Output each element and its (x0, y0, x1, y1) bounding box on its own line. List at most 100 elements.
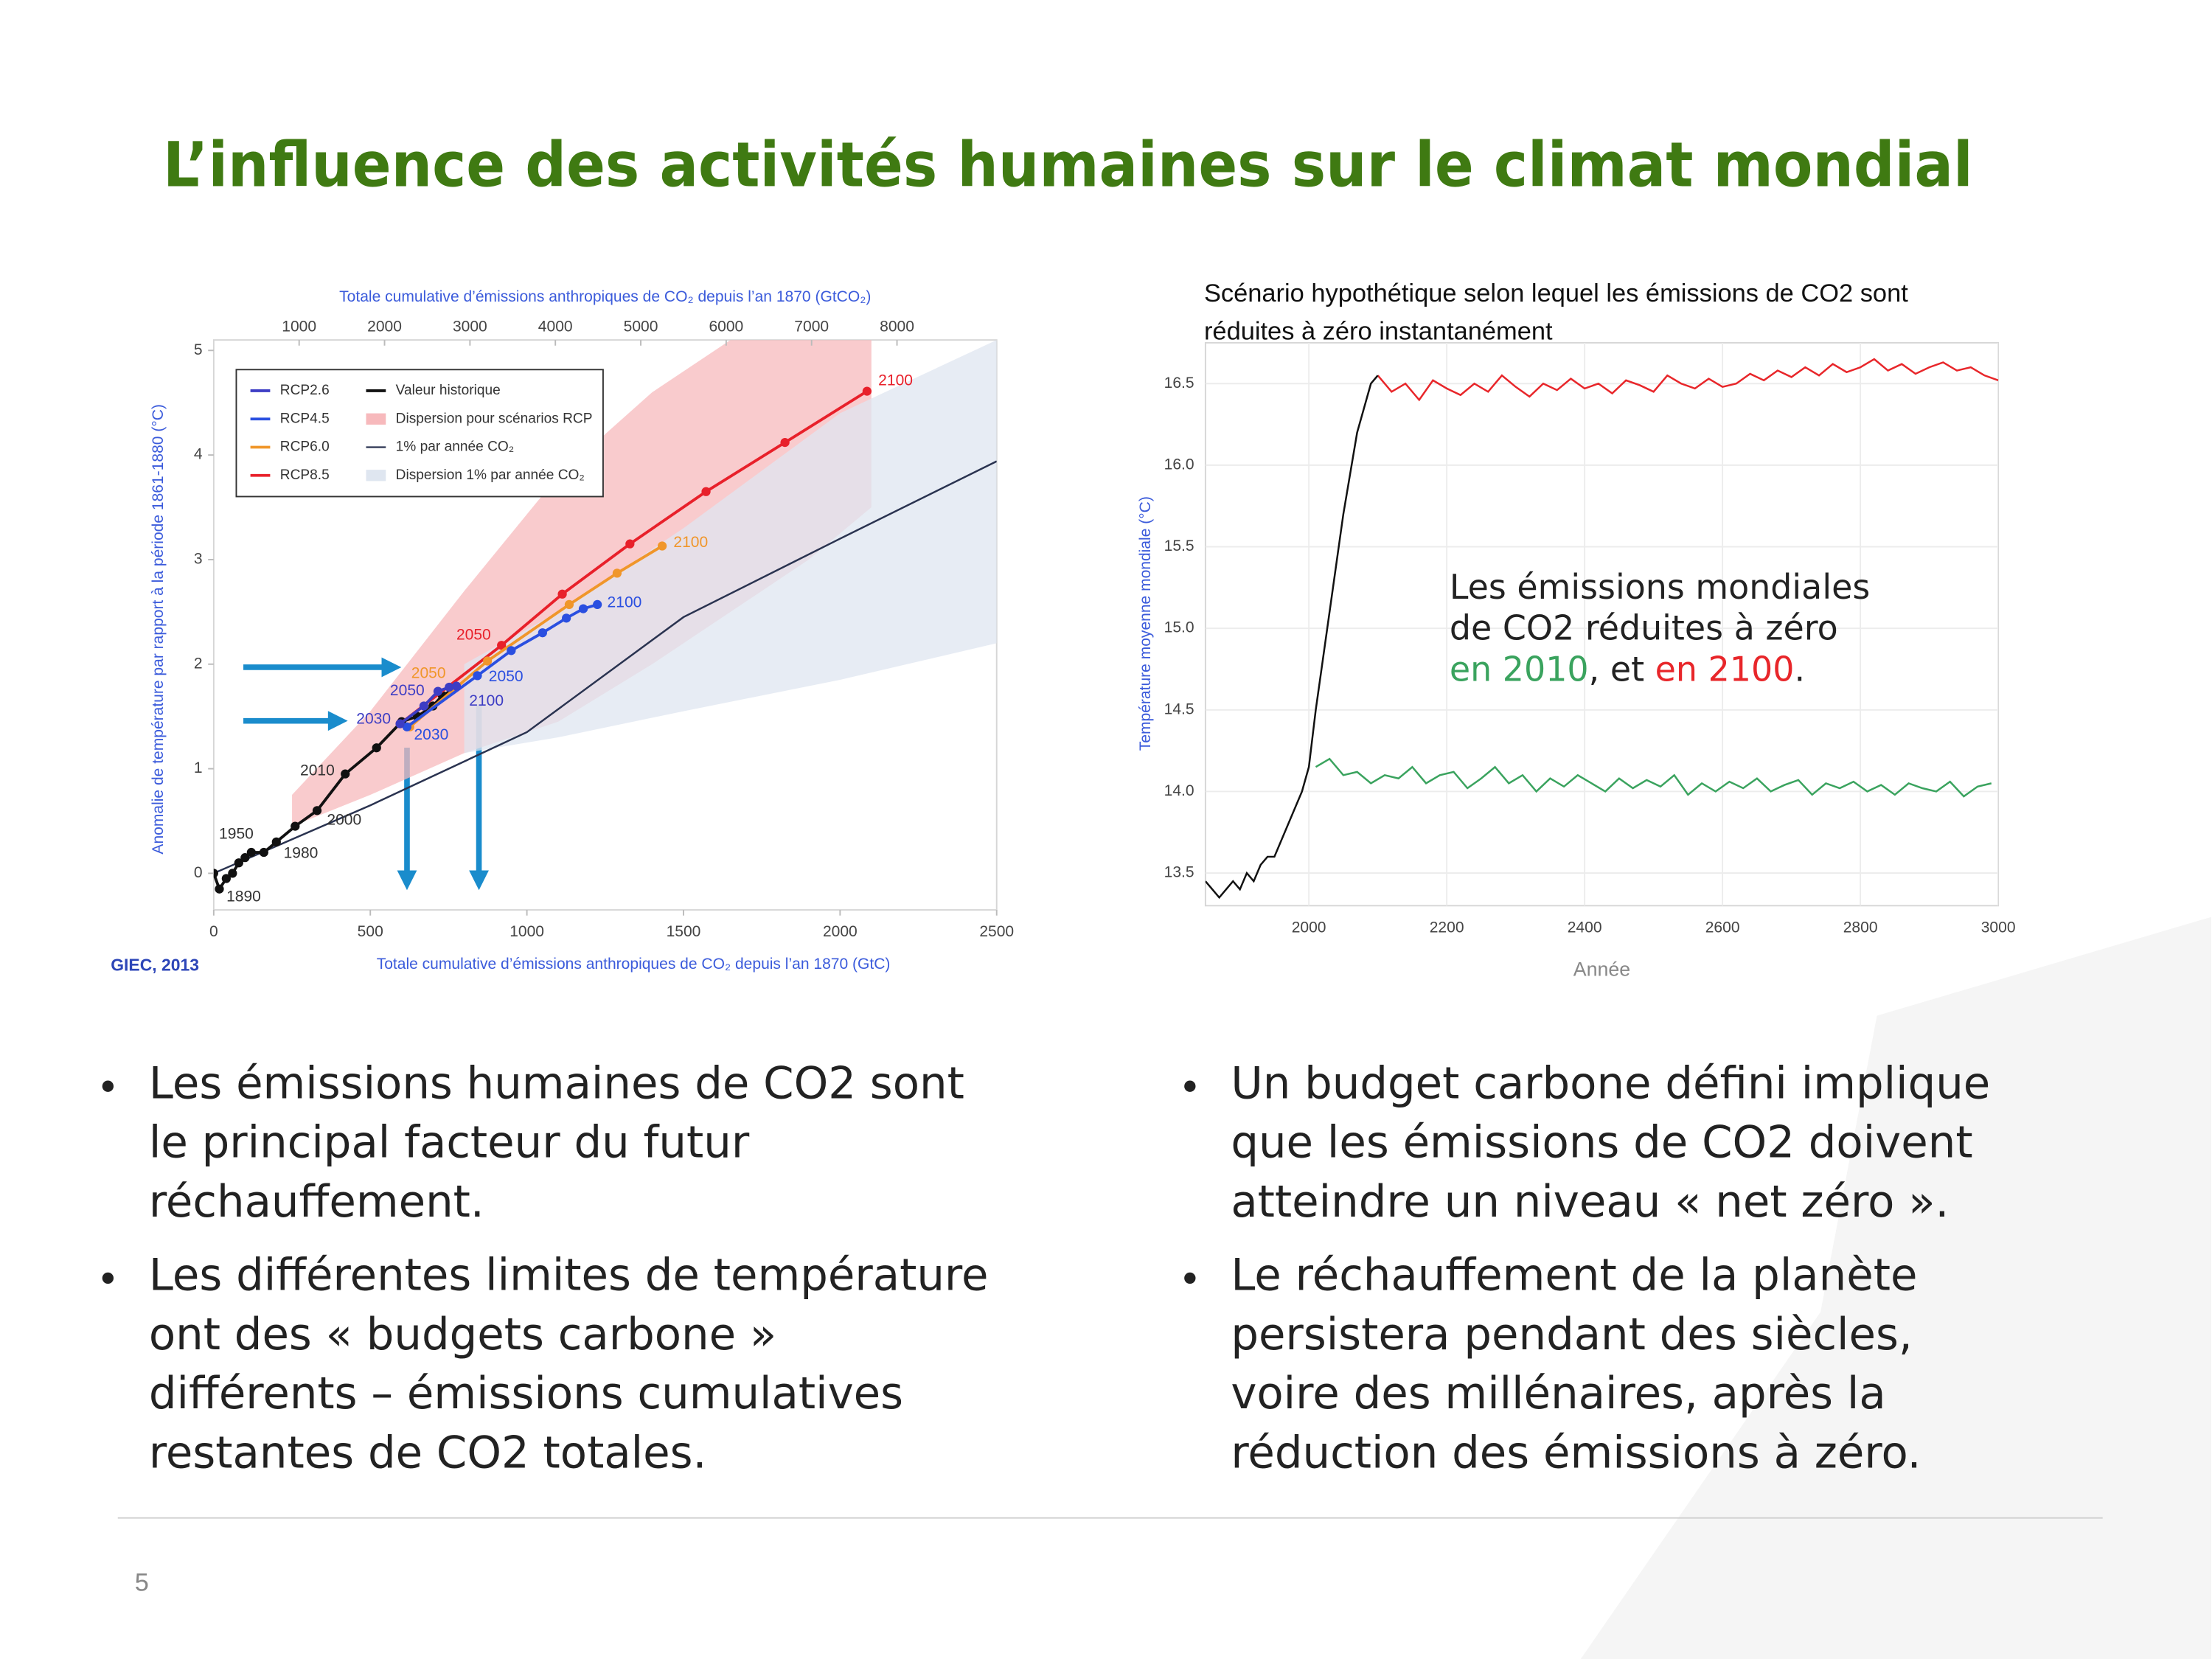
legend-label: RCP6.0 (280, 439, 330, 455)
x2-tick-label: 2000 (367, 318, 402, 335)
data-point (473, 671, 482, 681)
annotation: de CO2 réduites à zéro (1450, 608, 1838, 648)
x2-tick-label: 4000 (538, 318, 573, 335)
data-point (445, 682, 454, 692)
annotation: Les émissions mondiales (1450, 567, 1870, 607)
bullet-text: Les émissions humaines de CO2 sont (149, 1057, 964, 1108)
chart-title: Scénario hypothétique selon lequel les é… (1204, 279, 1908, 307)
point-label: 2000 (327, 811, 361, 828)
point-label: 1950 (219, 826, 254, 843)
point-label: 1980 (284, 845, 319, 862)
legend-label: Valeur historique (396, 383, 501, 398)
x-tick-label: 2000 (1292, 919, 1326, 936)
y-tick-label: 4 (194, 446, 203, 463)
bullet-text: Les différentes limites de température (149, 1250, 989, 1301)
data-point (482, 656, 493, 666)
chart-title: réduites à zéro instantanément (1204, 318, 1553, 346)
data-point (578, 604, 588, 613)
page-number: 5 (135, 1569, 149, 1597)
x-tick-label: 2400 (1568, 919, 1602, 936)
point-label: 2050 (489, 668, 524, 685)
point-label: 2010 (300, 762, 335, 779)
point-label: 2050 (456, 626, 491, 643)
series-line (1377, 358, 1999, 402)
annotation-part: , et (1589, 649, 1655, 689)
legend-label: Dispersion pour scénarios RCP (396, 411, 593, 426)
data-point (507, 646, 516, 655)
x2-tick-label: 7000 (794, 318, 829, 335)
bullet-text: voire des millénaires, après la (1231, 1368, 1885, 1419)
x-tick-label: 0 (209, 923, 218, 940)
chart: 0 1 2 3 4 5 0 500 1000 1500 2000 2500 1000 2000 3000 40… (111, 288, 1014, 974)
source: GIEC, 2013 (111, 956, 199, 975)
point-label: 1890 (226, 888, 261, 905)
bullet-text: persistera pendant des siècles, (1231, 1309, 1912, 1360)
y-tick-label: 3 (194, 550, 203, 567)
bullet-text: le principal facteur du futur (149, 1117, 750, 1168)
y-axis-title: Température moyenne mondiale (°C) (1137, 496, 1154, 751)
background-shape (1580, 917, 2212, 1659)
y-axis-title: Anomalie de température par rapport à la… (150, 404, 167, 855)
data-point (259, 847, 268, 858)
legend-label: RCP8.5 (280, 467, 330, 483)
x2-axis-title: Totale cumulative d’émissions anthropiqu… (339, 288, 871, 305)
annotation-part: en 2100 (1655, 649, 1795, 689)
legend-label: 1% par année CO₂ (396, 439, 515, 455)
band (464, 340, 997, 754)
bullet-text: Le réchauffement de la planète (1231, 1250, 1917, 1301)
bullet-text: réchauffement. (149, 1176, 484, 1227)
series-line (213, 460, 997, 874)
bullet-dot (102, 1080, 114, 1092)
y-tick-label: 14.0 (1164, 782, 1194, 799)
legend-label: RCP4.5 (280, 411, 330, 426)
data-point (561, 613, 571, 623)
y-tick-label: 16.0 (1164, 456, 1194, 473)
data-point (862, 386, 872, 396)
x-tick-label: 2600 (1705, 919, 1740, 936)
series-line (1315, 757, 1992, 798)
bullet-dot (1184, 1272, 1196, 1284)
data-point (701, 487, 711, 496)
data-point (395, 719, 405, 728)
y-tick-label: 13.5 (1164, 864, 1194, 881)
annotation: en 2010, et en 2100. (1450, 649, 1805, 689)
bullet-dot (1184, 1080, 1196, 1092)
x-tick-label: 3000 (1981, 919, 2016, 936)
point-label: 2030 (414, 726, 448, 743)
data-point (433, 686, 443, 696)
data-point (312, 806, 322, 815)
point-label: 2100 (673, 534, 708, 551)
data-point (372, 743, 381, 753)
x2-tick-label: 3000 (453, 318, 487, 335)
y-tick-label: 15.0 (1164, 619, 1194, 636)
plot-area (1205, 342, 1999, 906)
plot-area (213, 340, 997, 894)
y-tick-label: 15.5 (1164, 538, 1194, 554)
legend-label: RCP2.6 (280, 383, 330, 398)
x2-tick-label: 1000 (282, 318, 316, 335)
x-tick-label: 2200 (1430, 919, 1464, 936)
y-tick-label: 0 (194, 864, 203, 881)
data-point (557, 589, 567, 599)
x-tick-label: 500 (358, 923, 383, 940)
bullet-dot (102, 1272, 114, 1284)
y-tick-label: 5 (194, 341, 203, 358)
data-point (341, 769, 350, 779)
series-line (1205, 375, 1379, 900)
data-point (228, 869, 237, 878)
data-point (213, 869, 218, 878)
annotation-part: . (1794, 649, 1805, 689)
data-point (240, 853, 250, 863)
data-point (451, 681, 462, 691)
bullet-text: que les émissions de CO2 doivent (1231, 1117, 1972, 1168)
legend-box (235, 369, 604, 498)
annotation-part: en 2010 (1450, 649, 1589, 689)
y-tick-label: 16.5 (1164, 375, 1194, 392)
y-tick-label: 14.5 (1164, 700, 1194, 717)
x2-tick-label: 8000 (880, 318, 914, 335)
point-label: 2050 (390, 682, 425, 699)
data-point (234, 858, 243, 868)
y-tick-label: 1 (194, 759, 203, 776)
x-tick-label: 2500 (979, 923, 1014, 940)
